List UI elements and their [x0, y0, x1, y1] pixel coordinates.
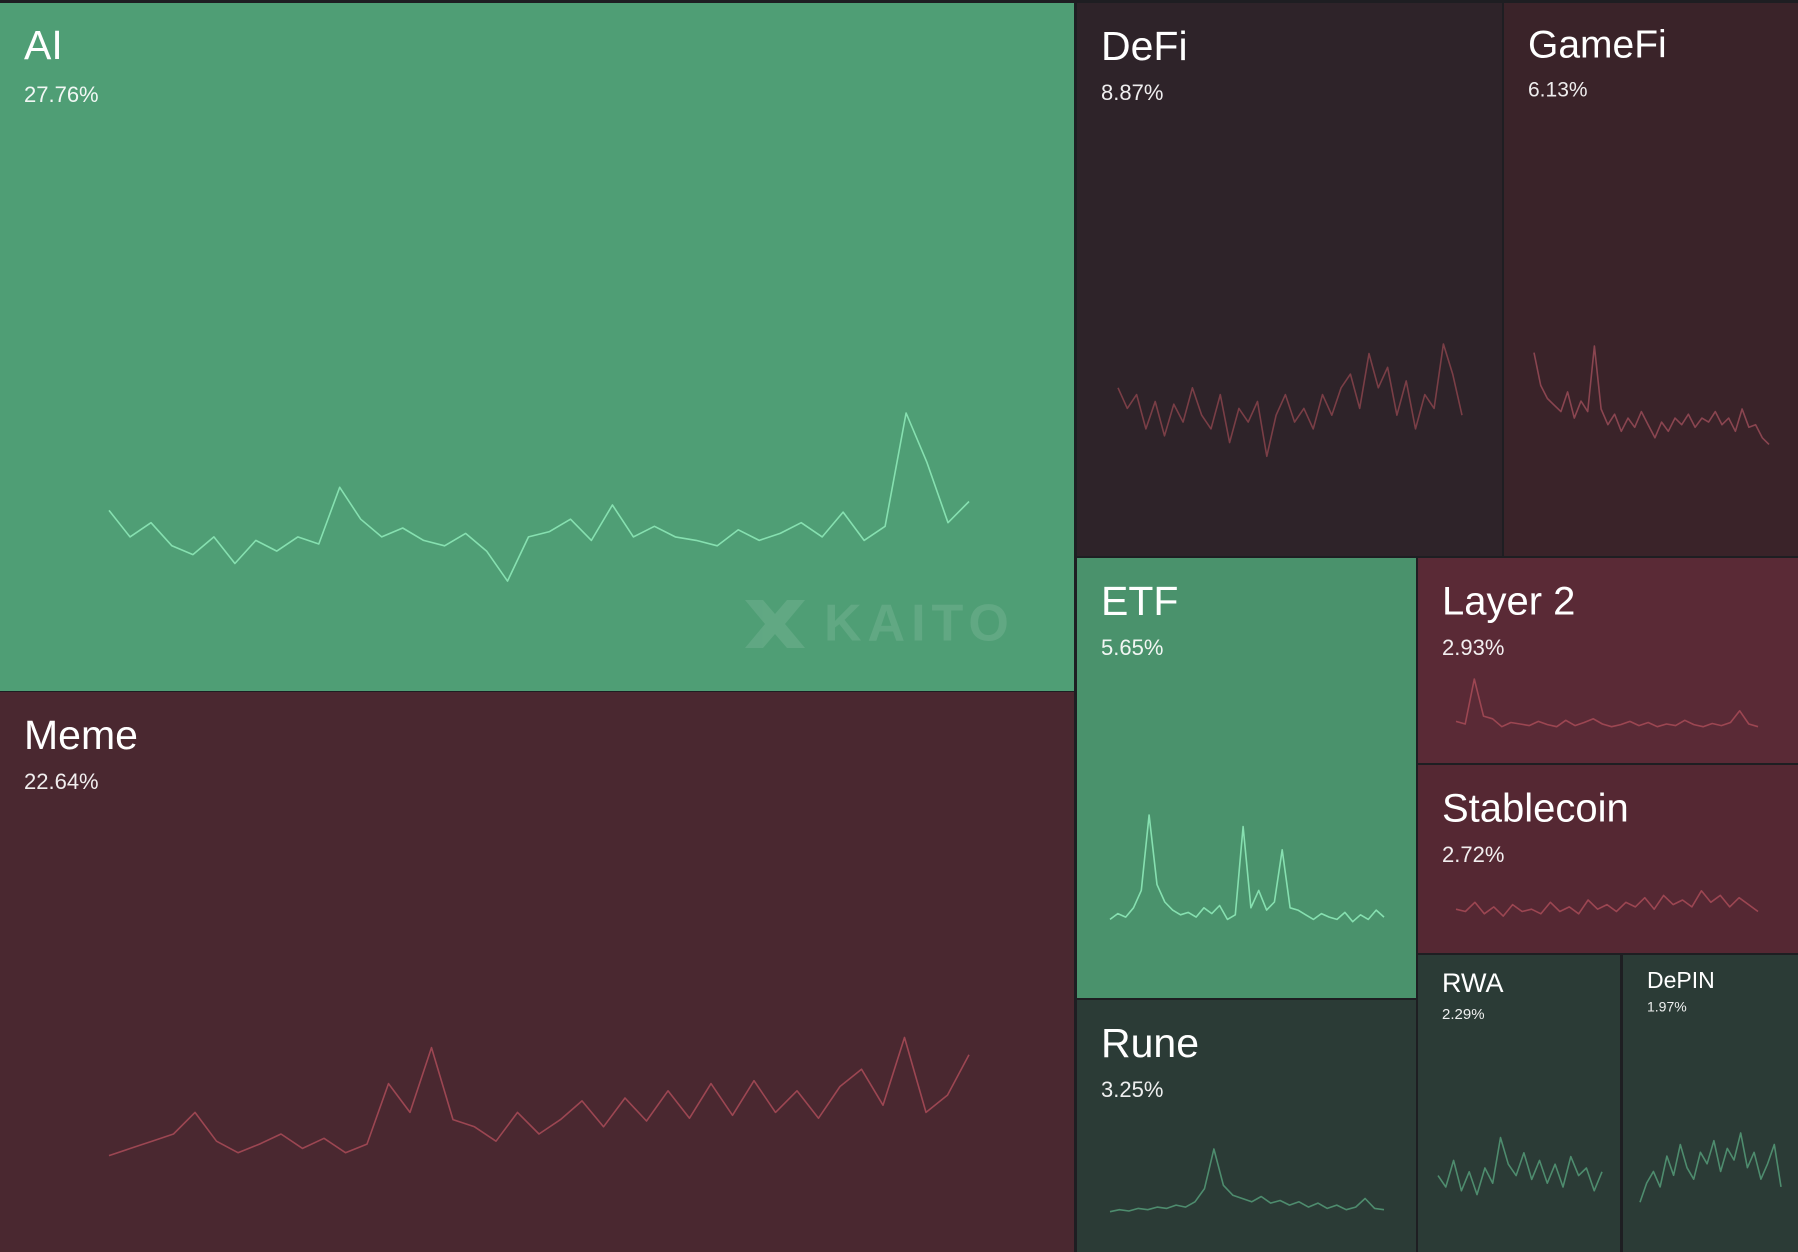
sparkline [1455, 889, 1759, 917]
tile-title: Layer 2 [1442, 580, 1575, 624]
tile-title: DeFi [1101, 23, 1188, 69]
tile-title: GameFi [1528, 23, 1667, 66]
tile-percent: 22.64% [24, 769, 99, 794]
sparkline [1109, 814, 1385, 923]
tile [0, 692, 1074, 1252]
tile-title: DePIN [1647, 967, 1715, 993]
tile-percent: 2.29% [1442, 1006, 1485, 1023]
sparkline [1117, 343, 1463, 458]
tile [1623, 955, 1798, 1252]
tile-percent: 8.87% [1101, 80, 1163, 105]
sparkline [1639, 1132, 1782, 1203]
tile [1077, 558, 1416, 998]
sparkline [1455, 678, 1759, 728]
tile-title: RWA [1442, 968, 1504, 998]
tile-percent: 5.65% [1101, 635, 1163, 660]
tile-title: Meme [24, 712, 138, 758]
tile [1418, 765, 1798, 953]
watermark-text: KAITO [824, 595, 1015, 653]
sparkline [1533, 345, 1770, 445]
sparkline [108, 1036, 970, 1157]
sparkline [108, 412, 970, 582]
tile [0, 3, 1074, 691]
tile-percent: 2.72% [1442, 842, 1504, 867]
tile [1418, 955, 1620, 1252]
tile-title: ETF [1101, 578, 1178, 624]
tile-percent: 6.13% [1528, 79, 1588, 102]
tile-percent: 2.93% [1442, 635, 1504, 660]
tile-percent: 1.97% [1647, 999, 1687, 1015]
sparkline [1109, 1148, 1385, 1213]
tile-percent: 3.25% [1101, 1077, 1163, 1102]
sparkline [1437, 1136, 1603, 1196]
tile-percent: 27.76% [24, 82, 99, 107]
watermark-logo [745, 600, 805, 648]
tile [1504, 3, 1798, 556]
tile-title: Stablecoin [1442, 787, 1629, 831]
watermark: KAITO [745, 595, 1015, 653]
tile-title: AI [24, 22, 63, 68]
tile-title: Rune [1101, 1020, 1199, 1066]
tile [1077, 3, 1502, 556]
tile [1418, 558, 1798, 763]
